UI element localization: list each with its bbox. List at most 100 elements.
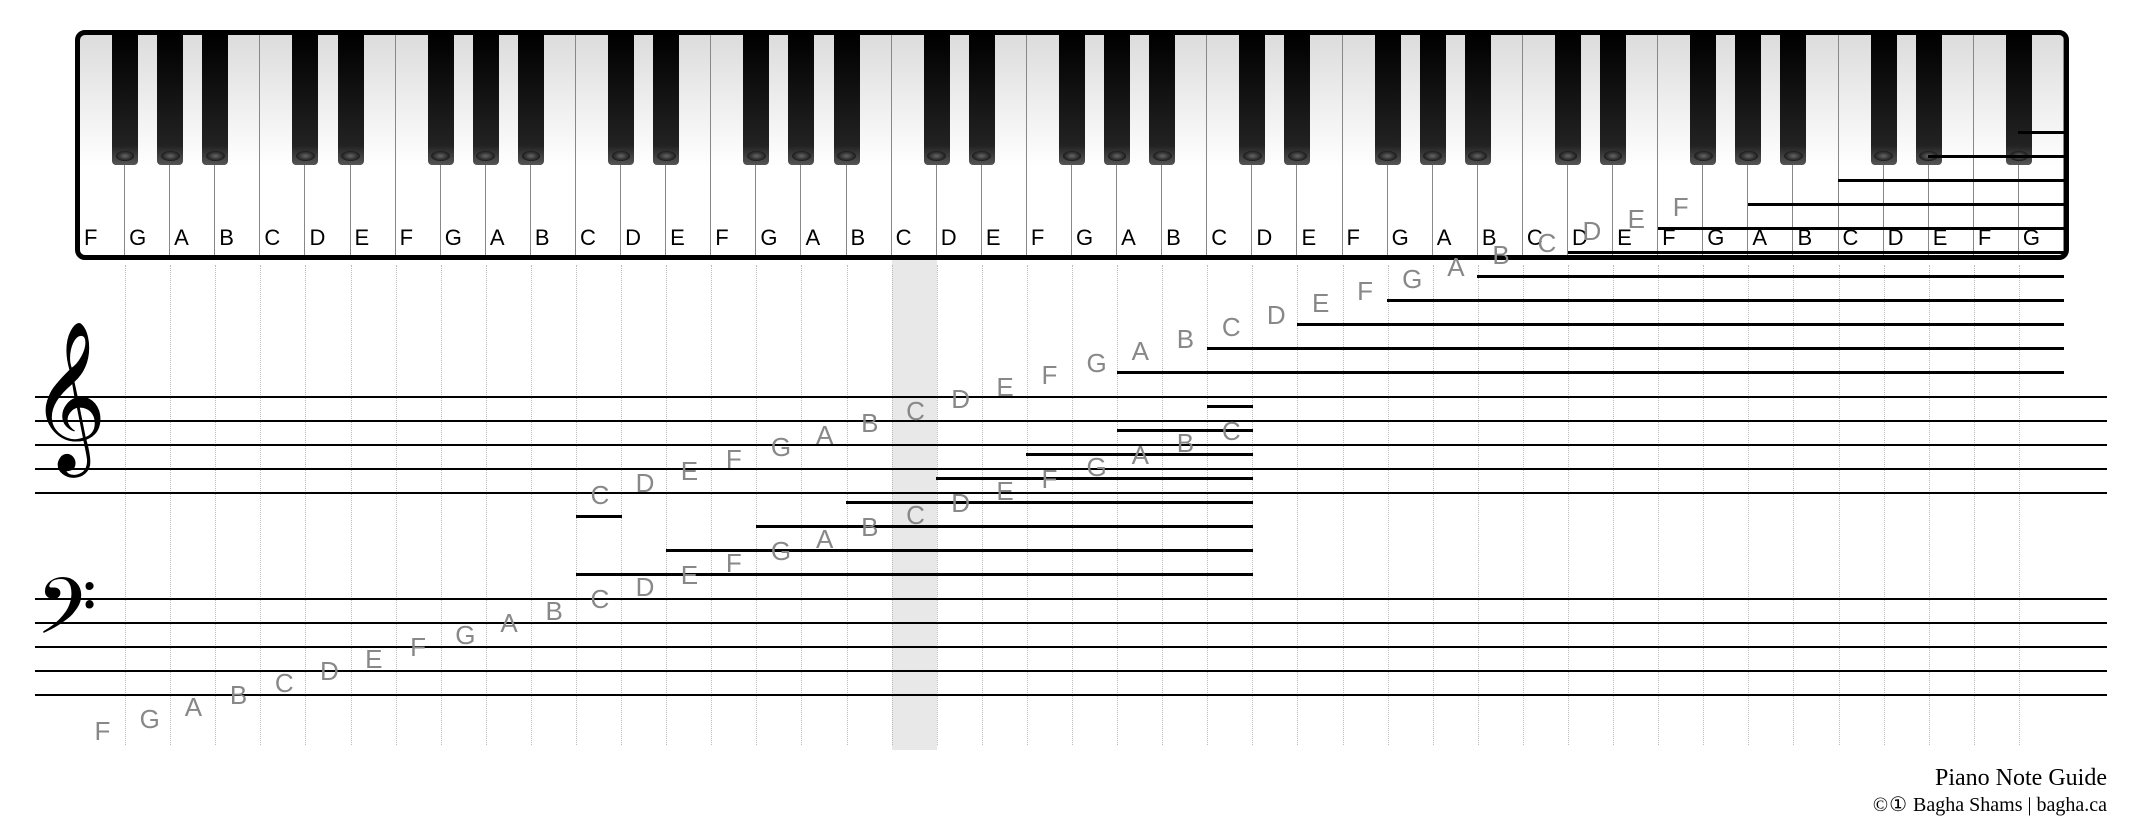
white-key-label: F xyxy=(400,225,413,251)
black-key xyxy=(1239,35,1265,165)
ledger-line xyxy=(1026,573,1072,576)
white-key-label: D xyxy=(1256,225,1272,251)
ledger-line xyxy=(1793,347,1839,350)
ledger-line xyxy=(1973,347,2019,350)
ledger-line xyxy=(1432,323,1478,326)
treble-note-label: D xyxy=(951,384,970,415)
guide-line xyxy=(711,265,712,745)
ledger-line xyxy=(1928,371,1974,374)
guide-line xyxy=(847,265,848,745)
ledger-line xyxy=(1252,371,1298,374)
black-key xyxy=(608,35,634,165)
guide-line xyxy=(1388,265,1389,745)
ledger-line xyxy=(1207,405,1253,408)
treble-note-label: D xyxy=(1583,216,1602,247)
ledger-line xyxy=(1477,299,1523,302)
ledger-line xyxy=(1748,323,1794,326)
ledger-line xyxy=(1522,275,1568,278)
white-key-label: A xyxy=(1437,225,1452,251)
black-key xyxy=(1375,35,1401,165)
ledger-line xyxy=(1748,299,1794,302)
bass-note-label: G xyxy=(771,536,791,567)
treble-note-label: E xyxy=(996,372,1013,403)
treble-note-label: D xyxy=(636,468,655,499)
ledger-line xyxy=(891,573,937,576)
ledger-line xyxy=(1297,347,1343,350)
ledger-line xyxy=(1928,323,1974,326)
ledger-line xyxy=(1838,179,1884,182)
guide-line xyxy=(621,265,622,745)
black-key xyxy=(428,35,454,165)
ledger-line xyxy=(576,515,622,518)
ledger-line xyxy=(1207,573,1253,576)
treble-note-label: G xyxy=(1087,348,1107,379)
ledger-line xyxy=(1793,323,1839,326)
ledger-line xyxy=(981,525,1027,528)
ledger-line xyxy=(1928,251,1974,254)
license-icon: ©① xyxy=(1873,794,1908,816)
ledger-line xyxy=(981,549,1027,552)
black-key xyxy=(834,35,860,165)
white-key-label: A xyxy=(805,225,820,251)
ledger-line xyxy=(1297,371,1343,374)
guide-line xyxy=(2019,265,2020,745)
ledger-line xyxy=(1658,227,1704,230)
ledger-line xyxy=(1703,275,1749,278)
guide-line xyxy=(937,265,938,745)
treble-clef-icon: 𝄞 xyxy=(30,330,107,460)
guide-line xyxy=(1252,265,1253,745)
treble-staff-line xyxy=(35,492,2107,494)
footer-credit: ©① Bagha Shams | bagha.ca xyxy=(1873,792,2107,817)
ledger-line xyxy=(1973,203,2019,206)
ledger-line xyxy=(1928,275,1974,278)
ledger-line xyxy=(2018,251,2064,254)
ledger-line xyxy=(1838,323,1884,326)
ledger-line xyxy=(1522,371,1568,374)
black-key xyxy=(1555,35,1581,165)
ledger-line xyxy=(1522,299,1568,302)
treble-note-label: A xyxy=(1132,336,1149,367)
ledger-line xyxy=(801,573,847,576)
bass-note-label: B xyxy=(545,596,562,627)
black-key xyxy=(1871,35,1897,165)
ledger-line xyxy=(1658,323,1704,326)
treble-note-label: G xyxy=(771,432,791,463)
white-key-label: G xyxy=(129,225,146,251)
ledger-line xyxy=(1928,155,1974,158)
white-key-label: G xyxy=(1076,225,1093,251)
ledger-line xyxy=(1658,347,1704,350)
white-key-label: F xyxy=(1031,225,1044,251)
ledger-line xyxy=(1162,477,1208,480)
white-key-label: C xyxy=(264,225,280,251)
ledger-line xyxy=(1207,549,1253,552)
guide-line xyxy=(396,265,397,745)
ledger-line xyxy=(2018,131,2064,134)
ledger-line xyxy=(936,549,982,552)
ledger-line xyxy=(1072,549,1118,552)
bass-staff-line xyxy=(35,670,2107,672)
ledger-line xyxy=(1252,347,1298,350)
bass-note-label: F xyxy=(410,632,426,663)
treble-note-label: E xyxy=(681,456,698,487)
guide-line xyxy=(1793,265,1794,745)
ledger-line xyxy=(1973,371,2019,374)
guide-line xyxy=(486,265,487,745)
bass-clef-icon: 𝄢 xyxy=(36,570,97,665)
guide-line xyxy=(1929,265,1930,745)
ledger-line xyxy=(1207,371,1253,374)
black-key xyxy=(1149,35,1175,165)
ledger-line xyxy=(1703,227,1749,230)
ledger-line xyxy=(1162,573,1208,576)
treble-staff-line xyxy=(35,444,2107,446)
treble-note-label: B xyxy=(861,408,878,439)
ledger-line xyxy=(1883,203,1929,206)
white-key-label: B xyxy=(1166,225,1181,251)
ledger-line xyxy=(1477,347,1523,350)
ledger-line xyxy=(1928,203,1974,206)
ledger-line xyxy=(1658,371,1704,374)
black-key xyxy=(924,35,950,165)
ledger-line xyxy=(1613,251,1659,254)
ledger-line xyxy=(1026,525,1072,528)
bass-note-label: A xyxy=(1132,440,1149,471)
treble-note-label: C xyxy=(591,480,610,511)
